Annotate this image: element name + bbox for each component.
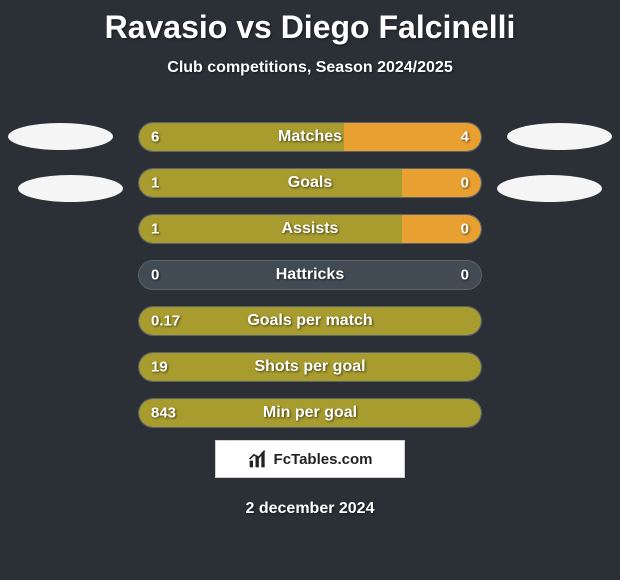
stat-row: Goals10: [138, 168, 482, 198]
bar-track: [138, 168, 482, 198]
stat-row: Matches64: [138, 122, 482, 152]
team-left-logo-placeholder: [18, 175, 123, 202]
player-right-avatar-placeholder: [507, 123, 612, 150]
stat-row: Min per goal843: [138, 398, 482, 428]
team-right-logo-placeholder: [497, 175, 602, 202]
bar-track: [138, 122, 482, 152]
bar-track: [138, 260, 482, 290]
player-left-avatar-placeholder: [8, 123, 113, 150]
bar-track: [138, 352, 482, 382]
source-badge: FcTables.com: [215, 440, 405, 478]
stat-row: Goals per match0.17: [138, 306, 482, 336]
stats-bars-container: Matches64 Goals10 Assists10 Hattricks00 Goal…: [138, 122, 482, 444]
chart-icon: [248, 449, 268, 469]
page-title: Ravasio vs Diego Falcinelli: [0, 0, 620, 46]
bar-left-fill: [139, 169, 402, 197]
bar-left-fill: [139, 307, 481, 335]
bar-left-fill: [139, 123, 344, 151]
badge-text: FcTables.com: [274, 451, 373, 468]
bar-track: [138, 214, 482, 244]
bar-right-fill: [402, 169, 481, 197]
stat-row: Hattricks00: [138, 260, 482, 290]
subtitle: Club competitions, Season 2024/2025: [0, 59, 620, 77]
bar-left-fill: [139, 215, 402, 243]
date-label: 2 december 2024: [0, 500, 620, 518]
bar-left-fill: [139, 353, 481, 381]
bar-left-fill: [139, 399, 481, 427]
bar-track: [138, 306, 482, 336]
bar-right-fill: [402, 215, 481, 243]
bar-right-fill: [344, 123, 481, 151]
stat-row: Assists10: [138, 214, 482, 244]
bar-track: [138, 398, 482, 428]
stat-row: Shots per goal19: [138, 352, 482, 382]
